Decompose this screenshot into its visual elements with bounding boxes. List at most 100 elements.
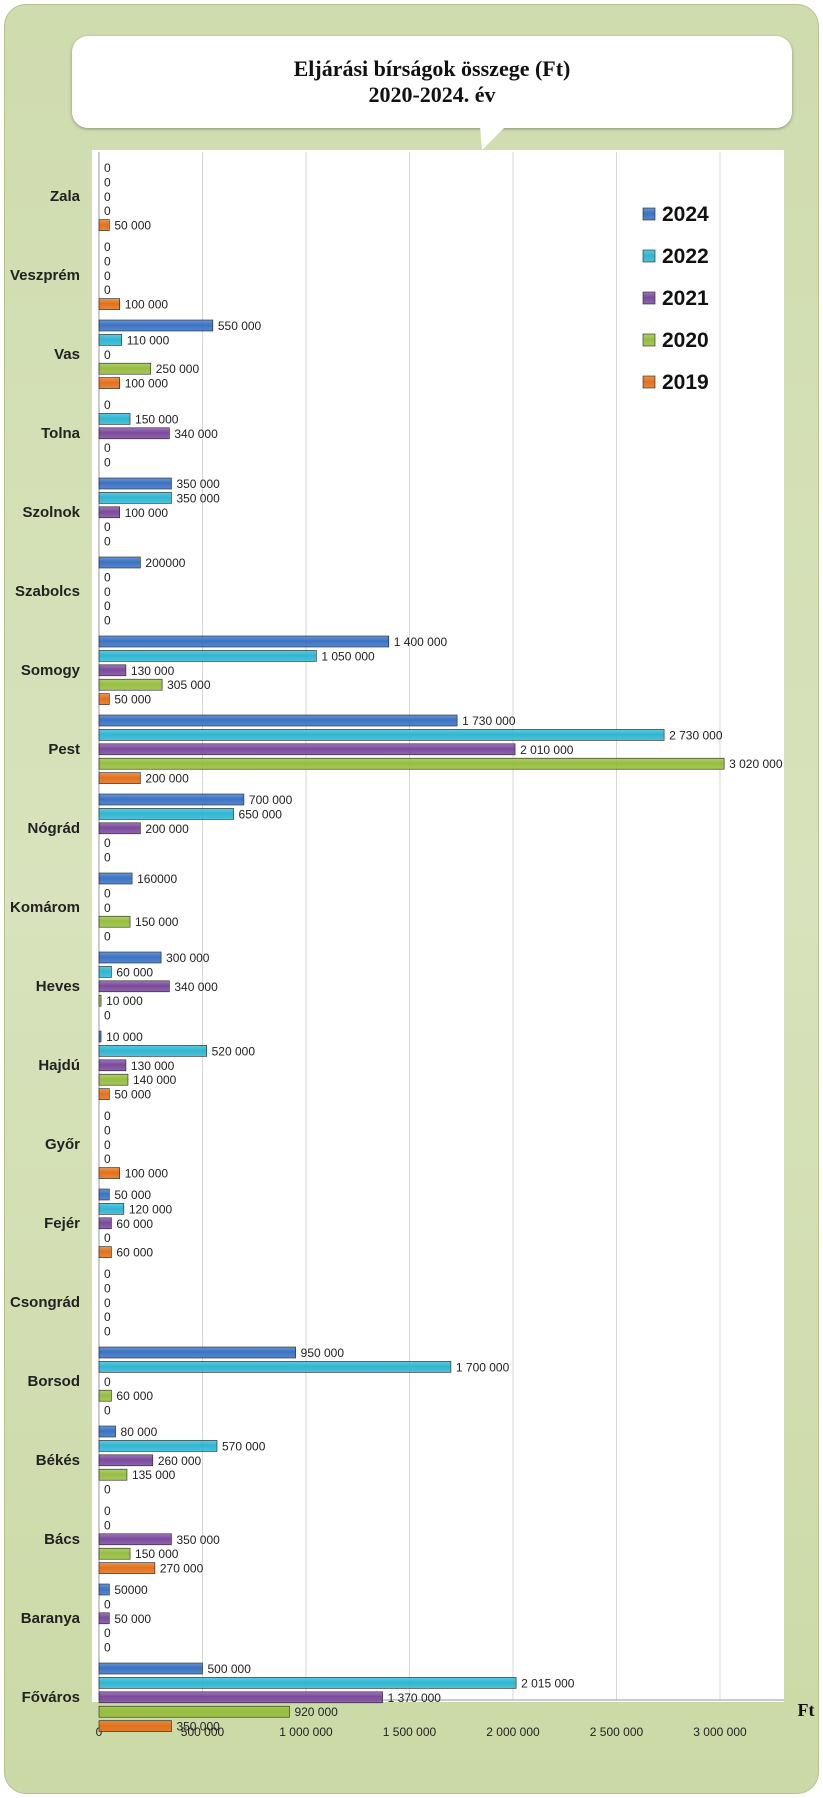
category-label: Vas (54, 346, 80, 363)
bar-2021 (98, 1454, 154, 1467)
legend-swatch-2024 (642, 207, 656, 221)
bar-2021 (98, 1059, 127, 1072)
bar-2022 (98, 334, 123, 346)
data-label: 350 000 (176, 1533, 220, 1547)
data-label: 0 (104, 1231, 111, 1245)
category-label: Pest (48, 741, 80, 758)
bar-2019 (98, 693, 110, 705)
data-label: 570 000 (222, 1439, 266, 1453)
legend-swatch-2021 (642, 291, 656, 305)
bar-2019 (98, 772, 141, 784)
bar-2020 (98, 1468, 128, 1481)
data-label: 100 000 (125, 506, 169, 520)
data-label: 305 000 (167, 678, 211, 692)
data-label: 0 (104, 1009, 111, 1023)
data-label: 350 000 (176, 491, 220, 505)
bar-2021 (98, 743, 516, 756)
legend-label: 2021 (662, 287, 709, 310)
category-label: Hajdú (38, 1057, 80, 1074)
category-label: Szolnok (22, 504, 80, 521)
data-label: 340 000 (174, 980, 218, 994)
data-label: 0 (104, 1597, 111, 1611)
bar-2021 (98, 1217, 112, 1230)
bar-2024 (98, 1425, 116, 1438)
data-label: 0 (104, 1138, 111, 1152)
bar-2019 (98, 298, 121, 310)
data-label: 0 (104, 1267, 111, 1281)
data-label: 0 (104, 1123, 111, 1137)
data-label: 2 730 000 (669, 728, 723, 742)
data-label: 100 000 (125, 377, 169, 391)
legend-swatch-2022 (642, 249, 656, 263)
data-label: 150 000 (135, 412, 179, 426)
category-label: Veszprém (10, 267, 80, 284)
data-label: 0 (104, 1504, 111, 1518)
bar-2020 (98, 1547, 131, 1560)
x-tick-label: 3 000 000 (693, 1725, 747, 1739)
bar-2021 (98, 664, 127, 677)
chart-title: Eljárási bírságok összege (Ft) (293, 56, 571, 81)
data-label: 140 000 (133, 1073, 177, 1087)
data-label: 0 (104, 520, 111, 534)
bar-2024 (98, 1030, 102, 1043)
data-label: 0 (104, 1641, 111, 1655)
data-label: 200 000 (145, 822, 189, 836)
data-label: 50000 (114, 1583, 148, 1597)
data-label: 340 000 (174, 427, 218, 441)
chart-title-box: Eljárási bírságok összege (Ft) 2020-2024… (72, 36, 792, 128)
data-label: 0 (104, 441, 111, 455)
bar-2022 (98, 1203, 125, 1215)
category-label: Bács (44, 1531, 80, 1548)
bar-2020 (98, 678, 163, 691)
data-label: 0 (104, 269, 111, 283)
bar-2024 (98, 1583, 110, 1596)
bar-2020 (98, 362, 152, 375)
bar-2019 (98, 377, 121, 389)
category-label: Somogy (21, 662, 81, 679)
bar-2022 (98, 1361, 452, 1373)
data-label: 350 000 (176, 1720, 220, 1734)
bar-2022 (98, 492, 172, 504)
x-tick-label: 0 (96, 1725, 103, 1739)
category-label: Nógrád (28, 820, 81, 837)
data-label: 0 (104, 1325, 111, 1339)
data-label: 550 000 (218, 319, 262, 333)
data-label: 0 (104, 851, 111, 865)
data-label: 135 000 (132, 1468, 176, 1482)
bar-2024 (98, 319, 214, 332)
data-label: 100 000 (125, 298, 169, 312)
data-label: 920 000 (294, 1705, 338, 1719)
data-label: 0 (104, 599, 111, 613)
data-label: 60 000 (116, 1389, 153, 1403)
category-label: Főváros (22, 1689, 80, 1706)
data-label: 0 (104, 1375, 111, 1389)
data-label: 60 000 (116, 1246, 153, 1260)
data-label: 120 000 (129, 1202, 173, 1216)
category-label: Csongrád (10, 1294, 80, 1311)
data-label: 2 015 000 (521, 1676, 575, 1690)
bar-2024 (98, 1662, 203, 1675)
data-label: 1 050 000 (321, 649, 375, 663)
legend-label: 2024 (662, 203, 709, 226)
category-label: Győr (45, 1136, 80, 1153)
bar-2022 (98, 1440, 218, 1452)
data-label: 260 000 (158, 1454, 202, 1468)
bar-2021 (98, 506, 121, 519)
category-label: Baranya (21, 1610, 81, 1627)
data-label: 0 (104, 930, 111, 944)
data-label: 200000 (145, 556, 185, 570)
category-label: Szabolcs (15, 583, 80, 600)
data-label: 0 (104, 1404, 111, 1418)
data-label: 130 000 (131, 664, 175, 678)
bar-2022 (98, 650, 317, 662)
bar-2022 (98, 1677, 517, 1689)
category-label: Borsod (28, 1373, 81, 1390)
data-label: 1 370 000 (388, 1691, 442, 1705)
legend-label: 2022 (662, 245, 709, 268)
x-tick-label: 2 000 000 (486, 1725, 540, 1739)
legend-label: 2019 (662, 371, 709, 394)
bar-2022 (98, 1045, 207, 1057)
data-label: 700 000 (249, 793, 293, 807)
bar-2021 (98, 427, 170, 440)
data-label: 2 010 000 (520, 743, 574, 757)
